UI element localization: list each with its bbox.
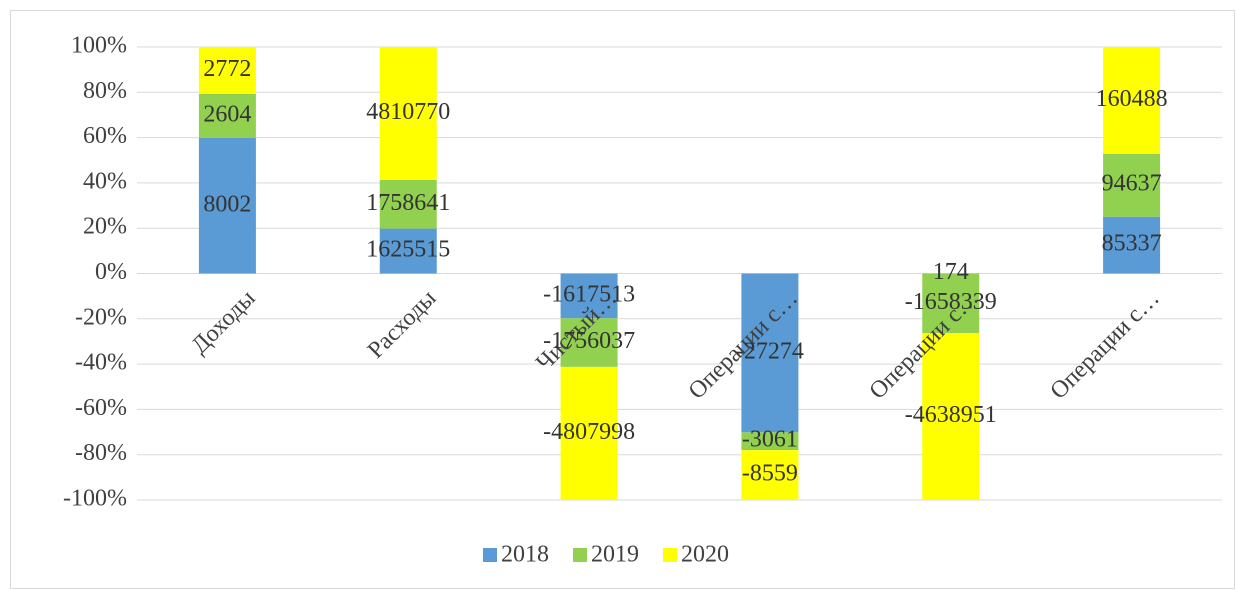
bar-segment xyxy=(379,179,437,229)
bar-segment xyxy=(560,366,618,500)
data-label: 94637 xyxy=(1102,171,1162,197)
y-tick-label: -40% xyxy=(75,350,127,376)
legend-swatch xyxy=(663,548,677,562)
data-label: -4807998 xyxy=(543,419,635,445)
data-label: 174 xyxy=(933,259,969,285)
data-label: -1658339 xyxy=(905,289,997,315)
bar-segment xyxy=(198,47,256,94)
data-label: 160488 xyxy=(1096,86,1168,112)
legend-swatch xyxy=(573,548,587,562)
bar-segment xyxy=(741,450,799,500)
y-tick-label: 100% xyxy=(71,33,127,59)
data-label: -4638951 xyxy=(905,402,997,428)
data-label: -1756037 xyxy=(543,328,635,354)
bar-segment xyxy=(198,93,256,139)
bar-segment xyxy=(1103,216,1161,274)
data-label: -8559 xyxy=(742,461,798,487)
legend-swatch xyxy=(483,548,497,562)
y-tick-label: 60% xyxy=(83,123,127,149)
data-label: 4810770 xyxy=(366,99,450,125)
bar-segment xyxy=(560,273,618,319)
data-label: 8002 xyxy=(203,191,251,217)
bar-segment xyxy=(922,333,980,500)
legend-label: 2020 xyxy=(681,542,729,568)
data-label: -3061 xyxy=(742,427,798,453)
bar-segment xyxy=(922,273,980,334)
y-tick-label: 80% xyxy=(83,78,127,104)
bar-segment xyxy=(560,318,618,367)
y-tick-label: -60% xyxy=(75,395,127,421)
y-tick-label: -80% xyxy=(75,440,127,466)
data-label: 85337 xyxy=(1102,231,1162,257)
data-label: -1617513 xyxy=(543,281,635,307)
data-label: 1758641 xyxy=(366,190,450,216)
data-label: -27274 xyxy=(736,338,804,364)
y-tick-label: 0% xyxy=(95,259,127,285)
y-tick-label: -20% xyxy=(75,304,127,330)
bar-segment xyxy=(741,273,799,433)
y-tick-label: 40% xyxy=(83,168,127,194)
y-tick-label: 20% xyxy=(83,214,127,240)
bar-segment xyxy=(741,432,799,451)
legend-label: 2019 xyxy=(591,542,639,568)
legend-label: 2018 xyxy=(501,542,549,568)
data-label: 2604 xyxy=(203,101,251,127)
data-label: 2772 xyxy=(203,56,251,82)
bar-segment xyxy=(198,138,256,274)
y-tick-label: -100% xyxy=(63,486,127,512)
data-label: 1625515 xyxy=(366,237,450,263)
bar-segment xyxy=(379,228,437,274)
bar-segment xyxy=(379,47,437,180)
bar-segment xyxy=(1103,153,1161,217)
bar-segment xyxy=(1103,47,1161,154)
